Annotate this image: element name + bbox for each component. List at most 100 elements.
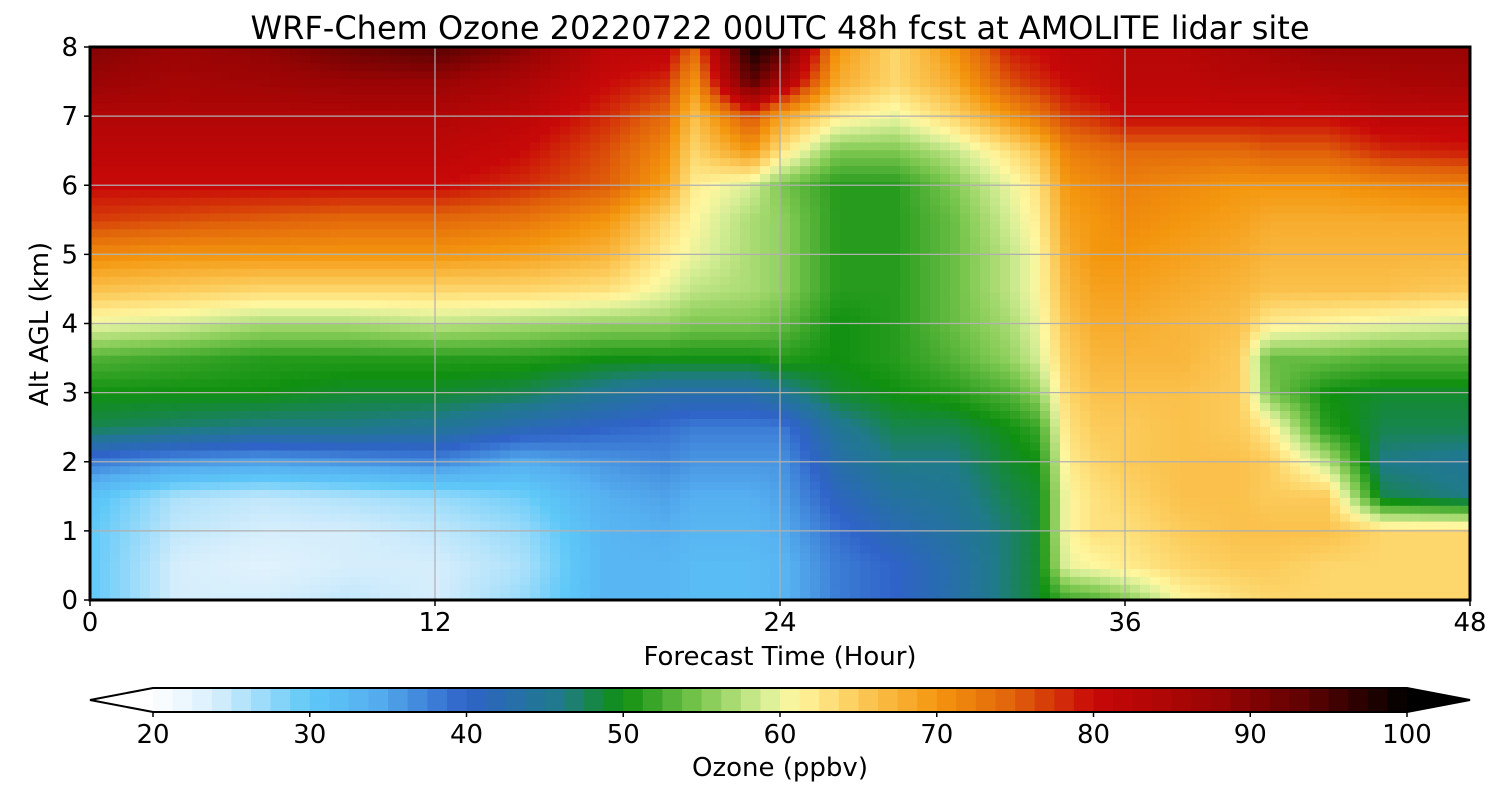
field-cell xyxy=(680,513,691,522)
field-cell xyxy=(550,363,561,372)
field-cell xyxy=(1030,418,1041,427)
field-cell xyxy=(990,481,1001,490)
field-cell xyxy=(450,347,461,356)
field-cell xyxy=(1440,528,1451,538)
field-cell xyxy=(1230,528,1241,538)
field-cell xyxy=(110,347,121,356)
field-cell xyxy=(670,536,681,546)
field-cell xyxy=(880,323,891,332)
field-cell xyxy=(250,426,261,435)
field-cell xyxy=(990,370,1001,380)
field-cell xyxy=(670,481,681,490)
field-cell xyxy=(890,521,901,530)
field-cell xyxy=(900,402,911,411)
field-cell xyxy=(810,442,821,451)
field-cell xyxy=(1310,592,1321,601)
field-cell xyxy=(950,552,961,562)
field-cell xyxy=(300,513,311,522)
field-cell xyxy=(1310,347,1321,356)
field-cell xyxy=(130,442,141,451)
field-cell xyxy=(940,528,951,538)
field-cell xyxy=(1310,370,1321,380)
field-cell xyxy=(930,434,941,443)
field-cell xyxy=(670,544,681,554)
field-cell xyxy=(1160,560,1171,569)
field-cell xyxy=(720,442,731,451)
field-cell xyxy=(380,386,391,396)
field-cell xyxy=(390,465,401,475)
field-cell xyxy=(790,331,801,340)
field-cell xyxy=(1050,513,1061,522)
field-cell xyxy=(580,552,591,562)
field-cell xyxy=(520,552,531,562)
field-cell xyxy=(530,497,541,506)
field-cell xyxy=(270,592,281,601)
field-cell xyxy=(290,347,301,356)
field-cell xyxy=(610,505,621,514)
field-cell xyxy=(1010,481,1021,490)
field-cell xyxy=(750,394,761,404)
field-cell xyxy=(100,347,111,356)
field-cell xyxy=(150,465,161,475)
field-cell xyxy=(1430,434,1441,443)
field-cell xyxy=(1210,378,1221,388)
field-cell xyxy=(1360,544,1371,554)
field-cell xyxy=(450,323,461,332)
field-cell xyxy=(220,449,231,459)
field-cell xyxy=(380,307,391,317)
field-cell xyxy=(580,481,591,490)
field-cell xyxy=(1110,442,1121,451)
field-cell xyxy=(650,347,661,356)
field-cell xyxy=(190,465,201,475)
field-cell xyxy=(410,449,421,459)
field-cell xyxy=(1460,434,1471,443)
field-cell xyxy=(310,331,321,340)
field-cell xyxy=(960,521,971,530)
field-cell xyxy=(860,426,871,435)
field-cell xyxy=(930,331,941,340)
field-cell xyxy=(640,513,651,522)
field-cell xyxy=(750,434,761,443)
field-cell xyxy=(110,497,121,506)
field-cell xyxy=(240,497,251,506)
field-cell xyxy=(460,434,471,443)
field-cell xyxy=(1170,576,1181,585)
field-cell xyxy=(350,378,361,388)
field-cell xyxy=(900,347,911,356)
field-cell xyxy=(1150,394,1161,404)
field-cell xyxy=(1370,481,1381,490)
field-cell xyxy=(160,449,171,459)
field-cell xyxy=(1050,521,1061,530)
field-cell xyxy=(1250,497,1261,506)
field-cell xyxy=(1260,402,1271,411)
field-cell xyxy=(770,434,781,443)
field-cell xyxy=(980,410,991,419)
field-cell xyxy=(1050,355,1061,364)
field-cell xyxy=(690,426,701,435)
field-cell xyxy=(810,434,821,443)
field-cell xyxy=(520,465,531,475)
field-cell xyxy=(1210,552,1221,562)
field-cell xyxy=(210,521,221,530)
field-cell xyxy=(1200,481,1211,490)
field-cell xyxy=(870,592,881,601)
field-cell xyxy=(690,505,701,514)
field-cell xyxy=(380,568,391,577)
field-cell xyxy=(240,323,251,332)
field-cell xyxy=(570,347,581,356)
field-cell xyxy=(250,386,261,396)
field-cell xyxy=(1250,449,1261,459)
field-cell xyxy=(630,378,641,388)
field-cell xyxy=(470,505,481,514)
field-cell xyxy=(100,528,111,538)
field-cell xyxy=(90,497,101,506)
field-cell xyxy=(370,323,381,332)
field-cell xyxy=(1370,363,1381,372)
field-cell xyxy=(1330,394,1341,404)
field-cell xyxy=(250,449,261,459)
field-cell xyxy=(760,410,771,419)
field-cell xyxy=(1400,521,1411,530)
field-cell xyxy=(1400,449,1411,459)
field-cell xyxy=(600,505,611,514)
field-cell xyxy=(1090,394,1101,404)
